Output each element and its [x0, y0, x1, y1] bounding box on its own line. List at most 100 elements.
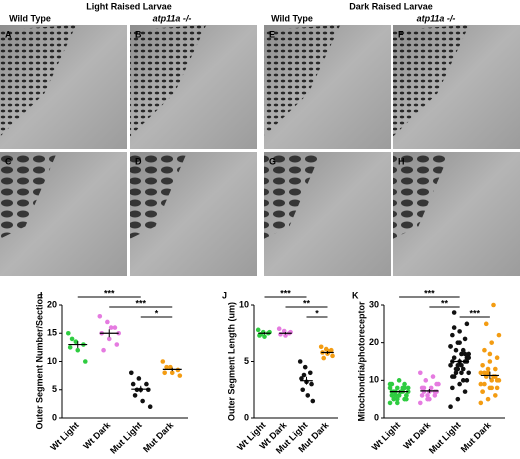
data-point [489, 385, 494, 391]
data-point [276, 326, 282, 332]
panel-label: H [398, 156, 405, 166]
data-point [462, 389, 468, 394]
data-point [457, 381, 462, 387]
data-point [460, 378, 466, 383]
data-point [75, 347, 81, 353]
data-point [262, 334, 267, 339]
data-point [478, 381, 484, 387]
column-label: Wild Type [9, 13, 51, 23]
data-point [177, 373, 183, 378]
y-axis-label: Mitochondria/photoreceptor [356, 301, 366, 421]
data-point [457, 340, 462, 345]
y-tick-label: 10 [47, 356, 57, 366]
significance-label: *** [280, 288, 291, 298]
data-point [425, 393, 430, 398]
x-tick-label: Mut Dark [141, 419, 176, 454]
data-point [466, 370, 472, 376]
panel-label: C [5, 156, 12, 166]
header: Light Raised Larvae [86, 1, 172, 11]
micrograph-texture [130, 152, 188, 239]
significance-label: *** [104, 288, 115, 298]
data-point [489, 378, 494, 383]
data-point [459, 351, 464, 357]
data-point [466, 355, 472, 361]
significance-label: * [155, 308, 159, 318]
data-point [405, 385, 411, 391]
data-point [419, 385, 425, 391]
data-point [430, 374, 436, 379]
data-point [169, 370, 175, 376]
data-point [309, 381, 314, 387]
panel-label: I [40, 290, 43, 300]
data-point [480, 389, 485, 394]
y-tick-label: 0 [52, 412, 57, 422]
data-point [83, 359, 88, 364]
micrographs: A B E F C D G H [0, 25, 520, 276]
data-point [144, 381, 149, 387]
data-point [404, 393, 409, 398]
data-point [108, 325, 114, 330]
micrograph-texture [0, 152, 58, 239]
data-point [459, 362, 464, 368]
data-point [434, 381, 439, 387]
data-point [389, 393, 395, 398]
data-point [448, 404, 453, 410]
data-point [450, 385, 455, 391]
y-tick-label: 5 [52, 384, 57, 394]
data-point [427, 396, 432, 402]
data-point [482, 381, 487, 387]
data-point [460, 366, 466, 372]
y-tick-label: 0 [244, 412, 249, 422]
data-point [299, 376, 304, 381]
data-point [402, 381, 407, 387]
data-point [418, 370, 423, 376]
data-point [455, 396, 461, 402]
data-point [404, 396, 409, 402]
data-point [494, 385, 500, 391]
data-point [423, 378, 429, 383]
data-point [485, 366, 491, 372]
data-point [387, 381, 393, 387]
data-point [450, 374, 455, 379]
panel-label: G [269, 156, 276, 166]
data-point [330, 353, 335, 359]
significance-label: *** [424, 288, 435, 298]
data-point [485, 370, 491, 376]
data-point [482, 370, 487, 376]
data-point [451, 355, 457, 361]
column-label: Wild Type [271, 13, 313, 23]
y-tick-label: 0 [374, 412, 379, 422]
data-point [418, 400, 423, 406]
panel-label: B [135, 29, 142, 39]
y-tick-label: 10 [369, 375, 379, 385]
micrograph-texture [393, 152, 451, 239]
data-point [496, 332, 502, 338]
data-point [464, 378, 470, 383]
data-point [421, 389, 427, 394]
data-point [387, 385, 393, 391]
data-point [487, 351, 493, 357]
data-point [301, 372, 307, 378]
panel-label: A [5, 29, 12, 39]
significance-label: *** [469, 308, 480, 318]
data-point [462, 336, 468, 342]
data-point [485, 396, 491, 402]
data-point [283, 333, 288, 338]
data-point [307, 370, 313, 376]
data-point [460, 347, 466, 353]
data-point [132, 393, 138, 398]
data-point [305, 393, 311, 398]
data-point [106, 336, 112, 342]
data-point [482, 347, 487, 353]
data-point [393, 393, 398, 398]
data-point [396, 393, 402, 398]
data-point [489, 340, 494, 345]
data-point [162, 370, 167, 376]
data-point [391, 396, 396, 402]
data-point [318, 344, 324, 350]
data-point [466, 351, 472, 357]
data-point [448, 344, 453, 349]
column-label: atp11a -/- [153, 13, 192, 23]
data-point [448, 362, 453, 368]
